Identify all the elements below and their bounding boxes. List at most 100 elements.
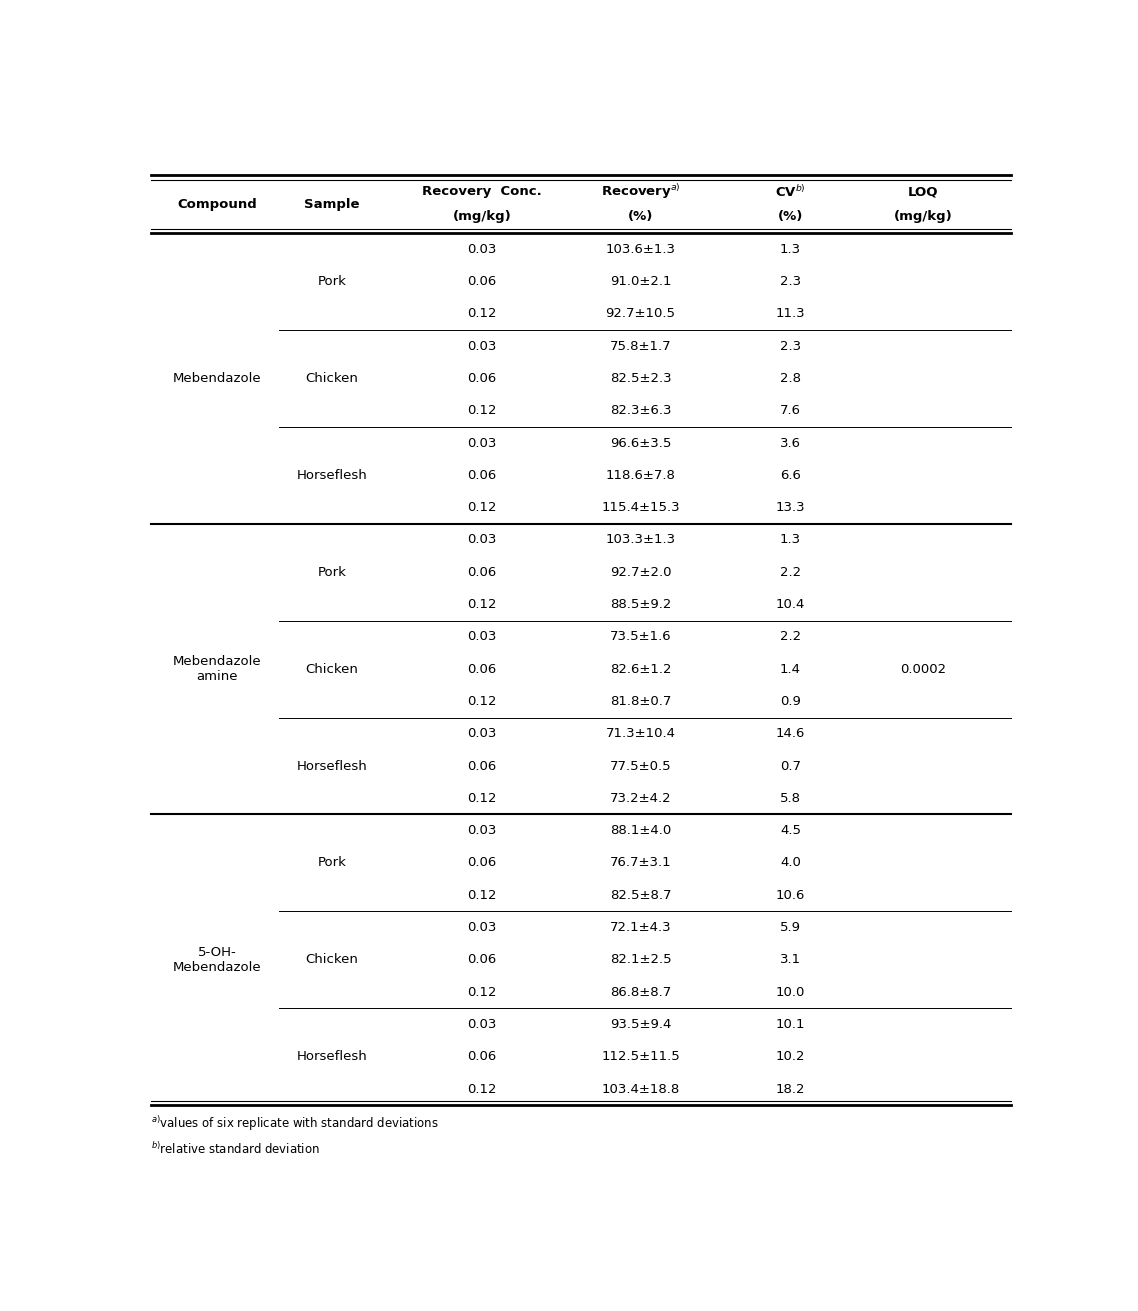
Text: Recovery  Conc.: Recovery Conc. [422,185,542,198]
Text: 1.4: 1.4 [780,662,801,675]
Text: 0.06: 0.06 [468,372,496,385]
Text: 1.3: 1.3 [780,243,801,256]
Text: (mg/kg): (mg/kg) [453,211,511,223]
Text: 0.12: 0.12 [467,889,496,902]
Text: 82.5±2.3: 82.5±2.3 [610,372,671,385]
Text: 71.3±10.4: 71.3±10.4 [605,728,676,741]
Text: 0.03: 0.03 [467,243,496,256]
Text: $^{b)}$relative standard deviation: $^{b)}$relative standard deviation [151,1141,320,1156]
Text: 0.12: 0.12 [467,501,496,514]
Text: 5.8: 5.8 [780,792,801,805]
Text: 103.3±1.3: 103.3±1.3 [605,534,676,547]
Text: 88.1±4.0: 88.1±4.0 [610,825,671,838]
Text: 73.2±4.2: 73.2±4.2 [610,792,671,805]
Text: (mg/kg): (mg/kg) [893,211,953,223]
Text: 103.6±1.3: 103.6±1.3 [605,243,676,256]
Text: 6.6: 6.6 [780,469,801,482]
Text: 2.3: 2.3 [780,275,801,288]
Text: 14.6: 14.6 [776,728,806,741]
Text: 2.2: 2.2 [780,631,801,644]
Text: 0.03: 0.03 [467,922,496,933]
Text: 0.12: 0.12 [467,695,496,708]
Text: 0.12: 0.12 [467,404,496,417]
Text: 10.1: 10.1 [776,1017,806,1030]
Text: 88.5±9.2: 88.5±9.2 [610,598,671,611]
Text: 10.6: 10.6 [776,889,806,902]
Text: 86.8±8.7: 86.8±8.7 [610,986,671,999]
Text: 112.5±11.5: 112.5±11.5 [601,1050,679,1063]
Text: 96.6±3.5: 96.6±3.5 [610,437,671,450]
Text: 115.4±15.3: 115.4±15.3 [601,501,679,514]
Text: 0.03: 0.03 [467,340,496,353]
Text: 92.7±10.5: 92.7±10.5 [605,307,676,320]
Text: 92.7±2.0: 92.7±2.0 [610,566,671,578]
Text: 82.6±1.2: 82.6±1.2 [610,662,671,675]
Text: Mebendazole: Mebendazole [173,372,262,385]
Text: LOQ: LOQ [907,185,938,198]
Text: 2.3: 2.3 [780,340,801,353]
Text: 118.6±7.8: 118.6±7.8 [605,469,676,482]
Text: Mebendazole
amine: Mebendazole amine [173,656,262,683]
Text: 75.8±1.7: 75.8±1.7 [610,340,671,353]
Text: 81.8±0.7: 81.8±0.7 [610,695,671,708]
Text: 7.6: 7.6 [780,404,801,417]
Text: 0.03: 0.03 [467,1017,496,1030]
Text: 0.06: 0.06 [468,275,496,288]
Text: Chicken: Chicken [305,662,358,675]
Text: 0.7: 0.7 [780,759,801,772]
Text: Recovery$^{a)}$: Recovery$^{a)}$ [601,182,681,201]
Text: 0.06: 0.06 [468,469,496,482]
Text: 93.5±9.4: 93.5±9.4 [610,1017,671,1030]
Text: 10.2: 10.2 [776,1050,806,1063]
Text: 0.12: 0.12 [467,986,496,999]
Text: 13.3: 13.3 [776,501,806,514]
Text: Horseflesh: Horseflesh [297,469,368,482]
Text: 82.1±2.5: 82.1±2.5 [610,953,671,966]
Text: 91.0±2.1: 91.0±2.1 [610,275,671,288]
Text: Pork: Pork [318,275,346,288]
Text: 0.12: 0.12 [467,307,496,320]
Text: 0.06: 0.06 [468,662,496,675]
Text: 0.12: 0.12 [467,598,496,611]
Text: 0.06: 0.06 [468,856,496,869]
Text: $^{a)}$values of six replicate with standard deviations: $^{a)}$values of six replicate with stan… [151,1114,439,1133]
Text: 0.12: 0.12 [467,1083,496,1096]
Text: 0.03: 0.03 [467,728,496,741]
Text: (%): (%) [628,211,653,223]
Text: 0.03: 0.03 [467,534,496,547]
Text: 76.7±3.1: 76.7±3.1 [610,856,671,869]
Text: Sample: Sample [304,198,360,211]
Text: 0.9: 0.9 [780,695,801,708]
Text: 5-OH-
Mebendazole: 5-OH- Mebendazole [173,945,262,974]
Text: 0.03: 0.03 [467,631,496,644]
Text: 103.4±18.8: 103.4±18.8 [601,1083,679,1096]
Text: 0.06: 0.06 [468,1050,496,1063]
Text: 5.9: 5.9 [780,922,801,933]
Text: Chicken: Chicken [305,372,358,385]
Text: 4.0: 4.0 [780,856,801,869]
Text: 0.12: 0.12 [467,792,496,805]
Text: 18.2: 18.2 [776,1083,806,1096]
Text: Pork: Pork [318,566,346,578]
Text: Pork: Pork [318,856,346,869]
Text: 77.5±0.5: 77.5±0.5 [610,759,671,772]
Text: 0.03: 0.03 [467,825,496,838]
Text: 4.5: 4.5 [780,825,801,838]
Text: 3.6: 3.6 [780,437,801,450]
Text: (%): (%) [777,211,803,223]
Text: Horseflesh: Horseflesh [297,1050,368,1063]
Text: 2.8: 2.8 [780,372,801,385]
Text: 0.06: 0.06 [468,566,496,578]
Text: 2.2: 2.2 [780,566,801,578]
Text: 0.0002: 0.0002 [900,662,946,675]
Text: 10.4: 10.4 [776,598,806,611]
Text: 72.1±4.3: 72.1±4.3 [610,922,671,933]
Text: Chicken: Chicken [305,953,358,966]
Text: 11.3: 11.3 [776,307,806,320]
Text: Compound: Compound [178,198,257,211]
Text: 82.5±8.7: 82.5±8.7 [610,889,671,902]
Text: 0.03: 0.03 [467,437,496,450]
Text: 82.3±6.3: 82.3±6.3 [610,404,671,417]
Text: Horseflesh: Horseflesh [297,759,368,772]
Text: 10.0: 10.0 [776,986,806,999]
